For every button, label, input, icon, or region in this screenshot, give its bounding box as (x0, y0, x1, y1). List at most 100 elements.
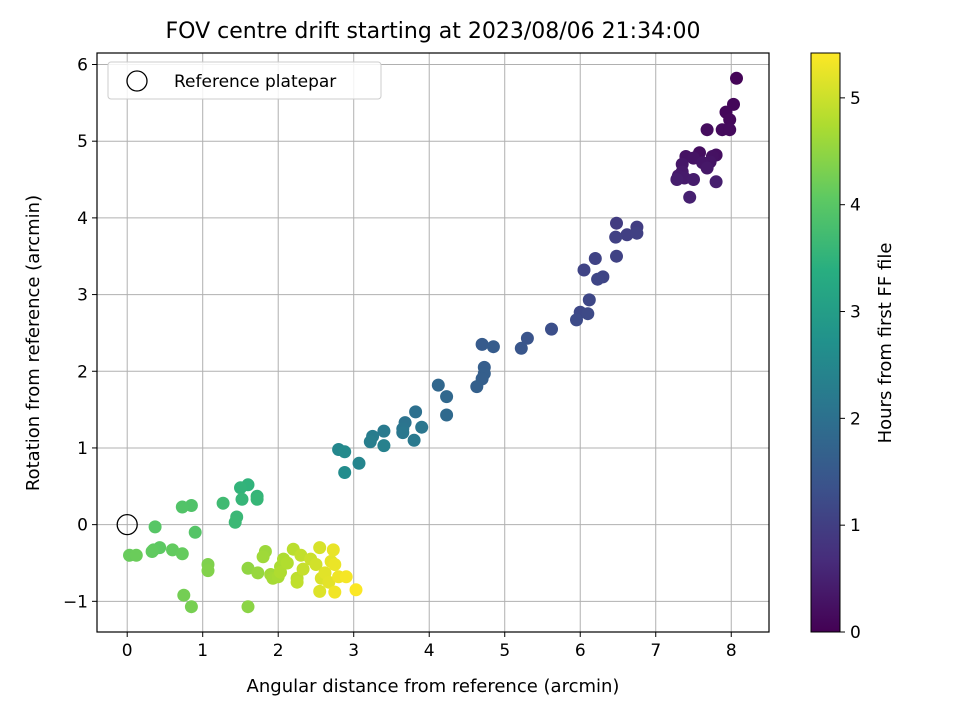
y-tick-label: 3 (77, 286, 88, 306)
y-tick-label: 1 (77, 439, 88, 459)
data-point (407, 433, 421, 447)
colorbar-ticks: 0 1 2 3 4 5 (840, 89, 861, 643)
data-point (581, 307, 595, 321)
data-point (338, 466, 352, 479)
data-point (349, 583, 363, 597)
data-point (256, 550, 270, 564)
data-point (228, 515, 242, 529)
grid (97, 53, 769, 632)
data-point (700, 123, 714, 137)
data-point (700, 161, 714, 175)
y-tick-label: −1 (63, 592, 88, 612)
data-point (234, 481, 247, 495)
legend-marker (126, 70, 148, 92)
data-point (290, 575, 304, 589)
colorbar-tick-label: 2 (850, 409, 861, 429)
data-point (175, 547, 189, 561)
colorbar-tick-label: 4 (850, 196, 861, 216)
data-point (235, 492, 249, 506)
data-point (440, 390, 454, 404)
y-tick-label: 2 (77, 362, 88, 382)
x-tick-label: 3 (348, 641, 359, 661)
data-point (328, 585, 342, 599)
y-tick-label: 6 (77, 56, 88, 76)
data-point (145, 545, 159, 558)
data-point (577, 263, 591, 277)
reference-platepar-marker (116, 513, 138, 536)
data-point (251, 566, 265, 580)
legend-box (107, 61, 382, 100)
data-point (175, 500, 189, 514)
data-point (610, 249, 623, 263)
colorbar-tick-label: 5 (850, 89, 861, 109)
data-point (216, 496, 230, 510)
data-point (620, 228, 634, 242)
colorbar-tick-label: 1 (850, 516, 861, 536)
data-point (723, 123, 737, 137)
legend: Reference platepar (107, 61, 382, 100)
data-point (363, 435, 377, 449)
colorbar-tick-label: 0 (850, 623, 861, 643)
data-point (670, 173, 684, 186)
x-tick-label: 6 (575, 641, 586, 661)
data-point (241, 561, 255, 575)
data-point (545, 322, 558, 336)
data-point (177, 588, 191, 602)
data-point (184, 600, 198, 614)
data-point (326, 543, 340, 557)
data-point (339, 570, 353, 584)
data-point (570, 313, 583, 327)
data-point (309, 558, 323, 571)
y-axis-label: Rotation from reference (arcmin) (23, 195, 44, 491)
colorbar-label: Hours from first FF file (875, 243, 896, 444)
data-point (328, 558, 342, 571)
data-point (591, 272, 605, 286)
y-tick-label: 0 (77, 516, 88, 536)
x-tick-label: 8 (726, 641, 737, 661)
data-point (296, 562, 310, 576)
data-point (274, 565, 287, 579)
data-point (313, 584, 327, 598)
data-point (294, 548, 308, 562)
data-point (486, 340, 500, 354)
data-point (520, 331, 534, 345)
x-tick-label: 1 (197, 641, 208, 661)
data-point (250, 492, 264, 506)
legend-entry-reference-platepar: Reference platepar (174, 72, 336, 92)
reference-marker-layer (116, 513, 138, 536)
data-point (313, 541, 327, 555)
x-tick-label: 4 (424, 641, 435, 661)
data-point (609, 230, 623, 244)
data-point (280, 556, 294, 570)
plot-frame (96, 52, 770, 633)
data-point (129, 548, 143, 562)
x-tick-label: 5 (499, 641, 510, 661)
data-point (166, 543, 179, 557)
data-point (588, 252, 602, 265)
x-tick-label: 7 (650, 641, 661, 661)
data-point (322, 575, 336, 589)
data-points (123, 71, 743, 614)
data-point (630, 226, 644, 240)
data-point (377, 424, 391, 438)
data-point (582, 293, 596, 307)
y-axis-ticks: −1 0 1 2 3 4 5 6 (63, 56, 97, 612)
x-tick-label: 2 (273, 641, 284, 661)
data-point (148, 520, 162, 534)
x-tick-label: 0 (122, 641, 133, 661)
data-point (415, 420, 429, 434)
x-axis-ticks: 0 1 2 3 4 5 6 7 8 (122, 632, 737, 661)
data-point (730, 71, 743, 85)
data-point (440, 408, 454, 422)
colorbar-tick-label: 3 (850, 303, 861, 323)
data-point (431, 378, 445, 392)
chart-title: FOV centre drift starting at 2023/08/06 … (166, 19, 701, 44)
data-point (683, 190, 697, 204)
data-point (338, 445, 352, 459)
data-point (514, 341, 528, 355)
data-point (409, 405, 423, 419)
data-point (396, 426, 410, 440)
data-point (470, 380, 484, 394)
data-point (709, 175, 723, 189)
